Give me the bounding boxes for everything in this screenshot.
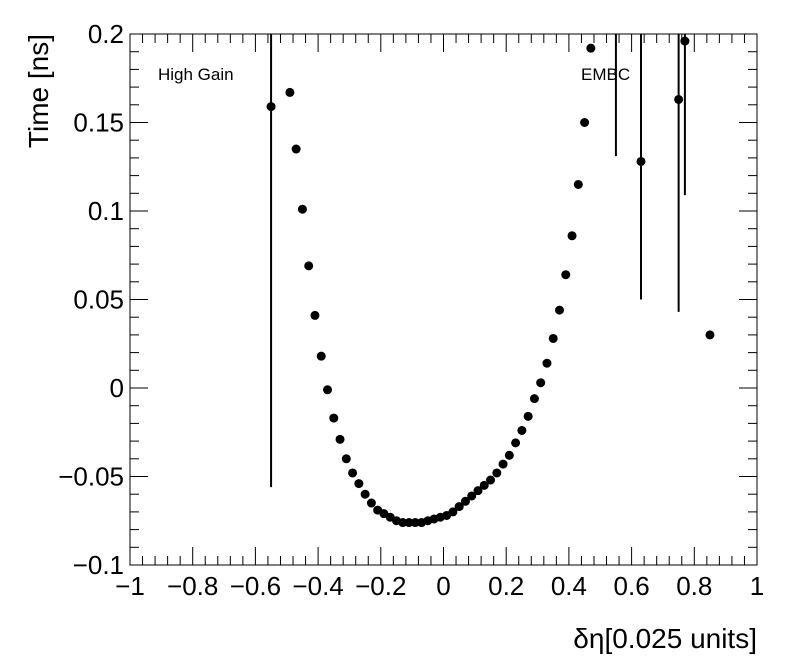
- axis-ticks: [129, 33, 758, 566]
- data-point: [297, 204, 307, 214]
- y-tick-label: 0.2: [88, 19, 124, 49]
- y-tick-label: −0.05: [58, 462, 124, 492]
- data-point: [674, 94, 684, 104]
- y-axis-title: Time [ns]: [23, 34, 54, 148]
- data-point: [680, 36, 690, 46]
- data-point: [511, 438, 521, 448]
- data-point: [586, 43, 596, 53]
- data-point: [398, 518, 408, 528]
- data-point: [310, 310, 320, 320]
- data-point: [542, 358, 552, 368]
- x-tick-label: −0.6: [230, 571, 281, 601]
- x-tick-label: −0.8: [167, 571, 218, 601]
- data-point: [323, 385, 333, 395]
- data-point: [360, 489, 370, 499]
- data-point: [567, 231, 577, 241]
- data-point: [523, 411, 533, 421]
- data-point: [636, 156, 646, 166]
- data-points: [266, 36, 715, 528]
- y-tick-label: 0.05: [73, 285, 124, 315]
- y-tick-label: 0.1: [88, 196, 124, 226]
- x-tick-label: 0.4: [551, 571, 587, 601]
- data-point: [486, 475, 496, 485]
- data-point: [366, 498, 376, 508]
- data-point: [404, 518, 414, 528]
- data-point: [705, 330, 715, 340]
- error-bars: [270, 34, 686, 488]
- data-point: [529, 394, 539, 404]
- data-point: [517, 425, 527, 435]
- data-point: [554, 305, 564, 315]
- data-point: [504, 450, 514, 460]
- data-point: [285, 87, 295, 97]
- y-tick-labels: −0.1 −0.05 0 0.05 0.1 0.15 0.2: [58, 19, 124, 580]
- annotation-embc: EMBC: [581, 65, 630, 84]
- data-point: [580, 118, 590, 127]
- data-point: [573, 179, 583, 189]
- x-tick-label: 0: [436, 571, 450, 601]
- data-point: [316, 351, 326, 361]
- data-point: [473, 486, 483, 496]
- data-point: [561, 270, 571, 280]
- data-point: [335, 434, 345, 444]
- data-point: [291, 144, 301, 154]
- data-point: [467, 491, 477, 501]
- data-point: [354, 479, 364, 489]
- data-point: [348, 468, 358, 478]
- data-point: [410, 518, 420, 528]
- data-point: [460, 496, 470, 506]
- data-point: [448, 507, 458, 517]
- data-point: [498, 459, 508, 469]
- data-point: [548, 333, 558, 343]
- data-point: [304, 261, 314, 271]
- data-point: [454, 502, 464, 512]
- data-point: [329, 413, 339, 423]
- data-point: [479, 480, 489, 490]
- data-point: [492, 468, 502, 478]
- y-tick-label: 0.15: [73, 108, 124, 138]
- y-tick-label: −0.1: [73, 550, 124, 580]
- x-tick-label: 0.8: [676, 571, 712, 601]
- data-point: [266, 102, 276, 112]
- x-tick-label: 1: [750, 571, 764, 601]
- x-tick-label: 0.2: [488, 571, 524, 601]
- x-tick-label: 0.6: [614, 571, 650, 601]
- data-point: [536, 378, 546, 388]
- x-tick-label: −1: [115, 571, 145, 601]
- data-point: [341, 454, 351, 464]
- x-tick-labels: −1 −0.8 −0.6 −0.4 −0.2 0 0.2 0.4 0.6 0.8 1: [115, 571, 764, 601]
- y-tick-label: 0: [110, 373, 124, 403]
- x-axis-title: δη[0.025 units]: [573, 623, 757, 654]
- plot-frame: [129, 33, 758, 566]
- annotation-high-gain: High Gain: [158, 65, 234, 84]
- x-tick-label: −0.2: [355, 571, 406, 601]
- x-tick-label: −0.4: [292, 571, 343, 601]
